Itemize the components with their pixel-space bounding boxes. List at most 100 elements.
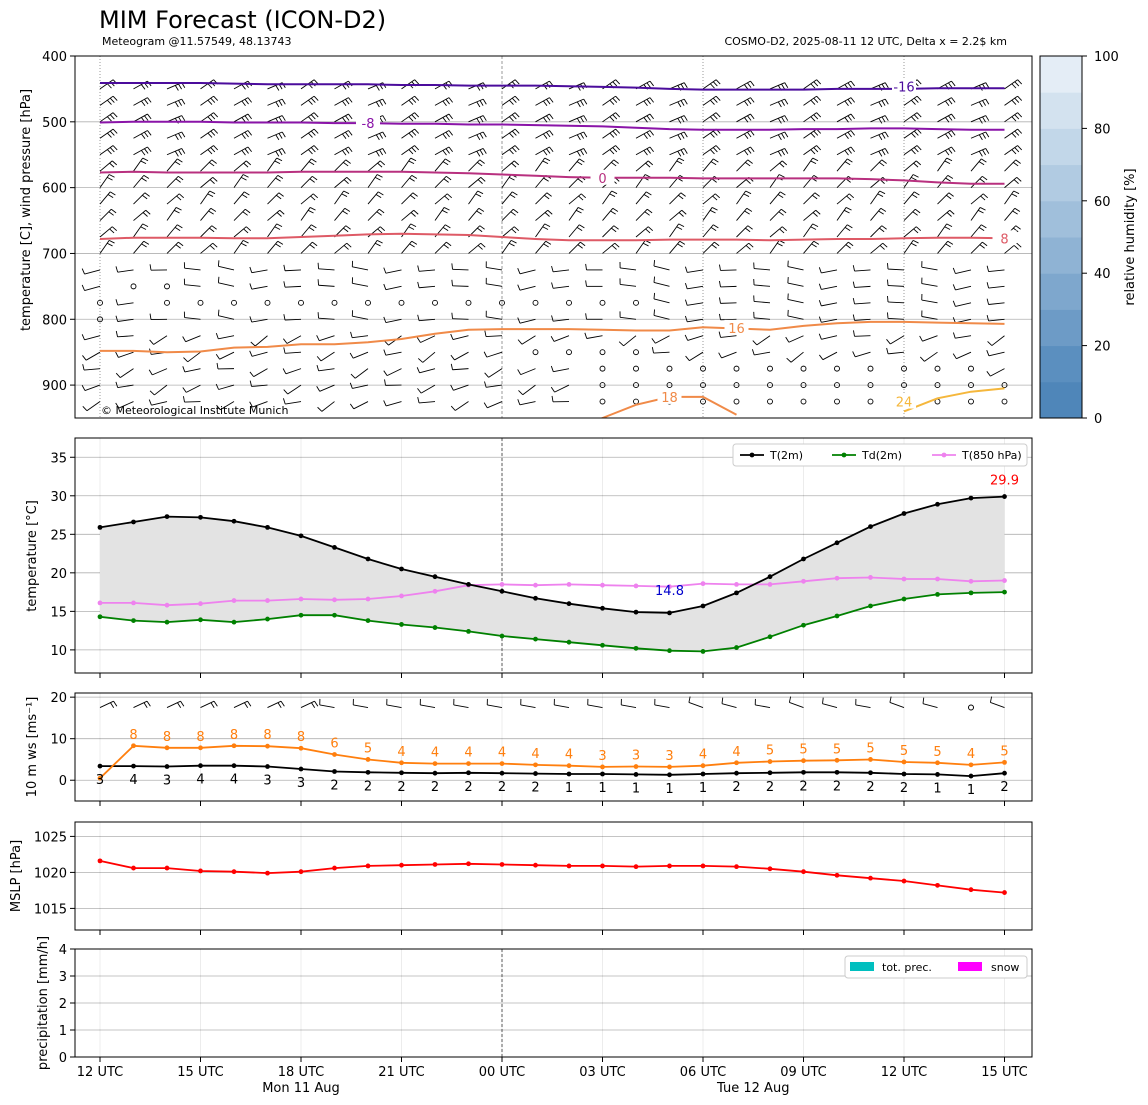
calm-wind-circle [566,349,572,356]
data-point [667,764,672,770]
calm-wind-circle [733,382,740,389]
wind-barb-feather [743,193,750,197]
wind-barb [635,160,649,172]
wind-barb-feather [274,226,281,230]
wind-barb-feather [317,406,323,412]
y-tick-label: 10 [50,644,67,659]
wind-barb [367,98,383,106]
wind-barb-feather [416,367,420,373]
wind-barb [152,368,168,376]
legend-marker [841,452,847,458]
wind-barb [118,401,134,409]
y-tick-label: 10 [50,733,67,748]
wind-barb-feather [345,225,351,230]
wind-barb [133,209,147,221]
wind-barb-feather [812,212,818,217]
data-point [767,634,773,640]
wind-barb-feather [374,242,381,247]
data-point [533,771,538,776]
wind-barb-feather [746,207,753,212]
wind-barb-feather [174,150,179,157]
wind-barb [568,131,584,139]
wind-barb [251,269,268,274]
wind-barb-feather [375,194,382,199]
mean-wind-label: 2 [431,780,439,795]
wind-barb [233,208,246,221]
wind-barb-feather [115,299,119,306]
isotherm-line [99,170,1005,185]
wind-barb-feather [511,97,517,103]
wind-barb-feather [576,150,581,157]
series-line [99,495,1005,614]
wind-barb [453,704,469,708]
wind-barb [736,113,751,123]
wind-barb-feather [517,399,521,406]
wind-barb [903,240,914,254]
data-point [231,743,237,749]
data-point [935,576,940,582]
wind-barb-feather [178,175,184,181]
wind-barb [200,225,213,238]
wind-barb-feather [951,97,956,103]
wind-barb-feather [653,276,656,283]
wind-barb-feather [174,101,179,108]
wind-barb-feather [513,208,519,214]
calm-wind-circle [1001,398,1008,405]
wind-barb-feather [879,227,885,233]
wind-barb-feather [780,191,786,196]
wind-barb-feather [140,226,147,230]
wind-barb-feather [750,80,755,87]
wind-barb-feather [853,330,855,337]
wind-barb-feather [480,177,486,182]
wind-barb [233,130,249,139]
wind-barb [887,268,905,271]
data-point [600,863,605,869]
wind-barb-feather [209,227,215,233]
wind-barb [300,95,315,106]
wind-barb-feather [653,292,656,299]
wind-barb-feather [544,223,551,228]
wind-barb [754,317,771,320]
mean-wind-label: 1 [933,781,941,796]
wind-barb-feather [217,260,220,267]
wind-barb [434,130,450,139]
gust-label: 4 [565,748,573,763]
wind-barb-feather [249,266,253,273]
wind-barb [254,335,268,347]
data-point [265,524,270,530]
wind-barb-feather [509,149,514,155]
wind-barb-feather [217,276,220,283]
wind-barb-feather [110,702,115,708]
wind-barb-feather [653,309,656,316]
wind-barb-feather [949,209,955,215]
wind-barb [200,112,214,123]
wind-barb [854,285,871,288]
wind-barb [870,207,882,221]
wind-barb-feather [847,82,852,88]
wind-barb [84,269,101,275]
wind-barb [903,191,915,205]
wind-barb [300,128,315,139]
wind-barb-feather [844,150,849,156]
wind-barb-feather [375,150,380,157]
wind-barb-feather [887,279,889,286]
data-point [633,764,639,769]
wind-barb-feather [615,79,621,85]
wind-barb [200,79,214,90]
wind-barb [200,159,213,172]
data-point [533,862,538,868]
wind-barb-feather [577,244,583,249]
wind-barb [468,207,480,221]
calm-wind-circle [1001,382,1008,389]
wind-barb-feather [543,133,548,139]
wind-barb-feather [644,211,650,216]
legend-frame [844,955,1028,979]
wind-barb [553,285,570,289]
data-point [298,533,304,539]
wind-barb-feather [514,128,520,134]
wind-barb [434,207,445,221]
wind-barb [151,401,168,406]
wind-barb-feather [310,195,316,201]
calm-wind-circle [767,365,773,372]
wind-barb-feather [141,133,146,139]
